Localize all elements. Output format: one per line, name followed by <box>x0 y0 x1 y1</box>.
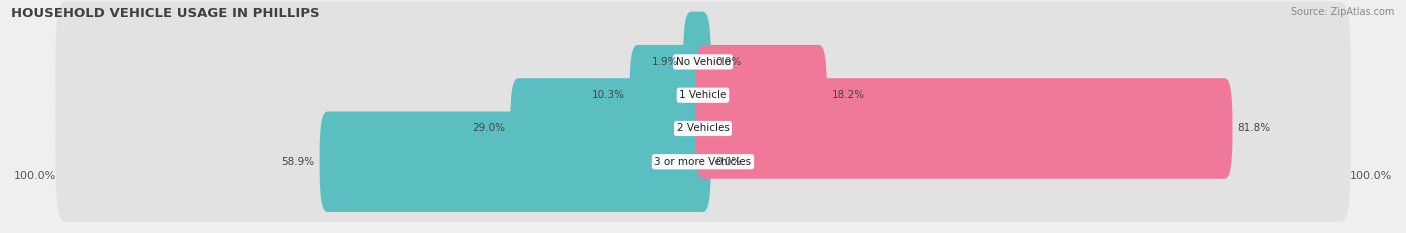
Text: 29.0%: 29.0% <box>472 123 505 134</box>
FancyBboxPatch shape <box>683 12 710 112</box>
Text: 10.3%: 10.3% <box>592 90 624 100</box>
Text: 1.9%: 1.9% <box>651 57 678 67</box>
Text: 100.0%: 100.0% <box>14 171 56 181</box>
FancyBboxPatch shape <box>696 78 1233 179</box>
FancyBboxPatch shape <box>55 102 1351 222</box>
Text: 100.0%: 100.0% <box>1350 171 1392 181</box>
Text: Source: ZipAtlas.com: Source: ZipAtlas.com <box>1291 7 1395 17</box>
Text: 0.0%: 0.0% <box>716 57 742 67</box>
Text: 18.2%: 18.2% <box>832 90 865 100</box>
Text: HOUSEHOLD VEHICLE USAGE IN PHILLIPS: HOUSEHOLD VEHICLE USAGE IN PHILLIPS <box>11 7 321 20</box>
Text: 3 or more Vehicles: 3 or more Vehicles <box>654 157 752 167</box>
Text: No Vehicle: No Vehicle <box>675 57 731 67</box>
FancyBboxPatch shape <box>319 112 710 212</box>
FancyBboxPatch shape <box>630 45 710 145</box>
FancyBboxPatch shape <box>510 78 710 179</box>
Text: 58.9%: 58.9% <box>281 157 315 167</box>
FancyBboxPatch shape <box>55 2 1351 122</box>
FancyBboxPatch shape <box>55 68 1351 189</box>
FancyBboxPatch shape <box>55 35 1351 155</box>
Text: 81.8%: 81.8% <box>1237 123 1271 134</box>
FancyBboxPatch shape <box>696 45 827 145</box>
Text: 2 Vehicles: 2 Vehicles <box>676 123 730 134</box>
Text: 0.0%: 0.0% <box>716 157 742 167</box>
Text: 1 Vehicle: 1 Vehicle <box>679 90 727 100</box>
